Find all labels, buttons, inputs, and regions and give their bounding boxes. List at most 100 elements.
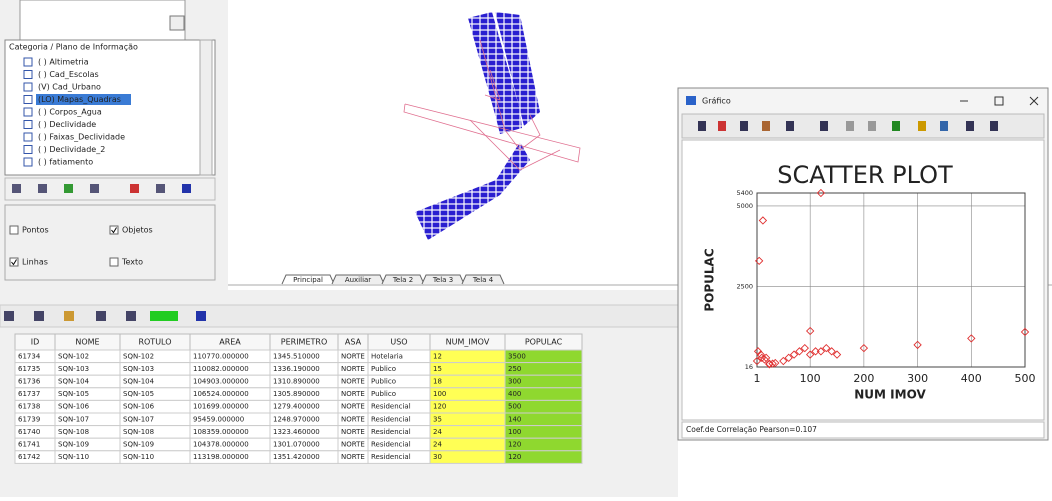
tool-icon[interactable] [130,184,139,193]
cell-text: SQN-103 [58,365,89,373]
tree-box [4,39,216,176]
dropdown-button[interactable] [169,15,185,31]
tool-icon[interactable] [940,121,948,131]
tool-icon[interactable] [96,311,106,321]
point [811,347,820,356]
cell-text: 110082.000000 [193,365,249,373]
cell-text: 113198.000000 [193,453,249,461]
tool-icon[interactable] [786,121,794,131]
maximize[interactable] [994,96,1004,106]
tool-icon[interactable] [892,121,900,131]
tool-icon[interactable] [718,121,726,131]
tool-icon[interactable] [38,184,47,193]
cell-text: 61740 [18,428,40,436]
column-header: USO [390,338,407,347]
cell-text: SQN-107 [58,415,89,423]
tree-icon [23,132,33,142]
tree-item[interactable]: ( ) fatiamento [38,158,93,167]
cell-text: NORTE [341,441,365,449]
x-tick-label: 1 [754,372,761,385]
tool-icon[interactable] [126,311,136,321]
tree-item[interactable]: ( ) Declividade [38,120,96,129]
cell-text: NORTE [341,365,365,373]
tool-row [4,177,216,201]
tree-item[interactable]: ( ) Corpos_Agua [38,108,102,117]
tool-icon[interactable] [698,121,706,131]
tool-icon[interactable] [762,121,770,131]
x-tick-label: 400 [961,372,982,385]
tab-label[interactable]: Auxiliar [345,276,371,284]
point [789,350,799,359]
tool-icon[interactable] [64,311,74,321]
checkbox[interactable] [9,257,19,267]
cell-text: Hotelaria [371,352,403,360]
tree-item[interactable]: ( ) Altimetria [38,58,89,67]
tab-label[interactable]: Tela 3 [432,276,453,284]
tab[interactable] [331,274,385,285]
tool-icon[interactable] [196,311,206,321]
cell-text: Residencial [371,403,411,411]
tool-icon[interactable] [966,121,974,131]
tab-label[interactable]: Tela 4 [472,276,494,284]
tool-icon[interactable] [182,184,191,193]
tab[interactable] [461,274,505,285]
tool-icon[interactable] [918,121,926,131]
cell-text: SQN-104 [123,378,155,386]
cell-text: 61738 [18,403,40,411]
tab-label[interactable]: Tela 2 [392,276,413,284]
tree-item[interactable]: (LO) Mapas_Quadras [38,95,121,104]
cell-text: 120 [508,453,521,461]
tool-icon[interactable] [156,184,165,193]
tree-icon [23,82,33,92]
checkbox[interactable] [109,225,119,235]
tab[interactable] [421,274,465,285]
point [795,347,804,356]
cell-text: Residencial [371,415,411,423]
tool-icon[interactable] [820,121,828,131]
tab-label[interactable]: Principal [293,276,323,284]
tool-icon[interactable] [990,121,998,131]
tab[interactable] [281,274,335,285]
window-controls [960,96,1039,106]
dropdown[interactable] [19,0,186,41]
checkbox[interactable] [9,225,19,235]
checkbox[interactable] [109,257,119,267]
cell-text: 300 [508,378,521,386]
tree-item[interactable]: ( ) Faixas_Declividade [38,133,125,142]
cell-text: 104903.000000 [193,378,249,386]
tool-icons [12,184,191,193]
point [816,347,826,356]
x-tick-label: 200 [853,372,874,385]
cell-text: SQN-108 [58,428,89,436]
tree-item[interactable]: ( ) Declividade_2 [38,145,105,154]
tool-icon[interactable] [64,184,73,193]
tree-scrollbar[interactable] [199,39,213,176]
tree-item[interactable]: (V) Cad_Urbano [38,83,101,92]
checkmark [11,259,17,266]
cell-text: 61739 [18,415,40,423]
cell-text: 12 [433,352,442,360]
cell-text: SQN-106 [123,403,155,411]
map-roads [403,39,581,171]
window-icon [686,96,696,105]
point [756,350,765,359]
tool-icon[interactable] [34,311,44,321]
column-header: ASA [345,338,362,347]
tool-icon[interactable] [12,184,21,193]
point [771,358,780,368]
tree-item[interactable]: ( ) Cad_Escolas [38,70,99,79]
cell-text: Residencial [371,428,411,436]
color-picker[interactable] [150,311,178,321]
close[interactable] [1029,96,1039,106]
point [800,343,809,353]
tool-icon[interactable] [4,311,14,321]
tab[interactable] [381,274,425,285]
tool-icon[interactable] [868,121,876,131]
tool-icon[interactable] [90,184,99,193]
tool-icon[interactable] [740,121,748,131]
y-tick-label: 2500 [736,283,753,291]
cell-text: 120 [433,403,446,411]
options-box [4,204,216,281]
tool-icon[interactable] [846,121,854,131]
